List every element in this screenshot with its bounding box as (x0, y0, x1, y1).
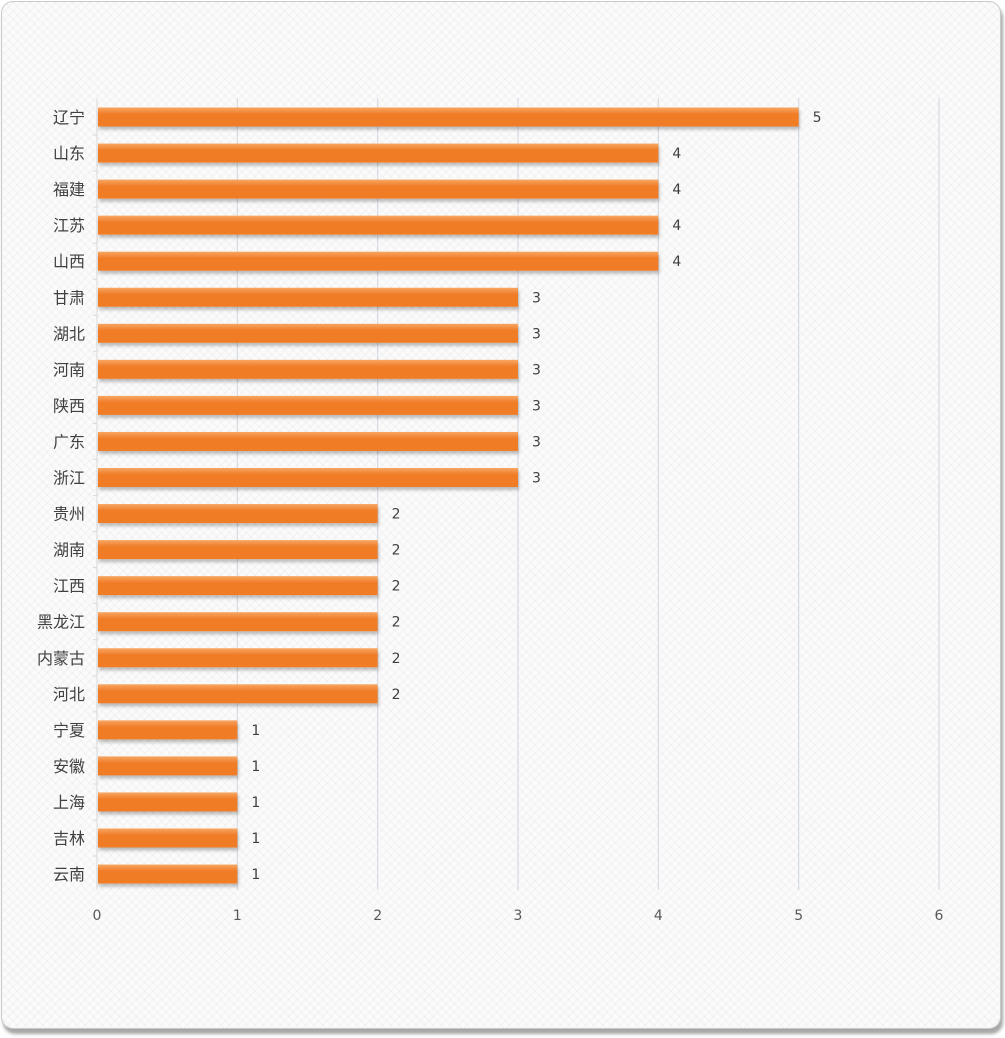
bars (98, 107, 799, 884)
data-label: 4 (672, 254, 681, 270)
data-labels: 5 4 4 4 4 3 3 3 3 3 3 2 2 2 2 2 2 1 1 1 1 1 (251, 110, 821, 883)
data-label: 3 (532, 398, 541, 414)
category-label: 辽宁 (53, 108, 85, 127)
category-label: 云南 (53, 865, 85, 884)
bar (98, 431, 518, 451)
category-label: 广东 (53, 432, 85, 451)
category-label: 江西 (53, 577, 85, 596)
category-label: 贵州 (53, 505, 85, 524)
bar (98, 720, 238, 740)
category-label: 宁夏 (53, 721, 85, 740)
category-label: 浙江 (53, 469, 85, 488)
data-label: 2 (392, 543, 401, 559)
category-label: 上海 (53, 793, 85, 812)
category-label: 甘肃 (53, 288, 85, 307)
data-label: 1 (251, 867, 260, 883)
x-tick-label: 6 (935, 908, 944, 924)
x-tick-label: 2 (373, 908, 382, 924)
data-label: 1 (251, 723, 260, 739)
category-label: 河北 (53, 685, 85, 704)
category-label: 安徽 (53, 757, 85, 776)
x-tick-label: 5 (794, 908, 803, 924)
bar (98, 468, 518, 487)
data-label: 2 (392, 651, 401, 667)
axes (93, 98, 98, 890)
category-label: 吉林 (53, 829, 85, 848)
x-tick-label: 4 (654, 908, 663, 924)
bar (98, 576, 378, 596)
bar (98, 215, 659, 235)
data-label: 3 (532, 362, 541, 378)
x-tick-labels: 0 1 2 3 4 5 6 (93, 908, 944, 924)
bar (98, 143, 659, 163)
data-label: 2 (392, 579, 401, 595)
bar (98, 648, 378, 668)
bar (98, 395, 518, 415)
data-label: 3 (532, 290, 541, 306)
category-label: 福建 (53, 180, 85, 199)
data-label: 2 (392, 507, 401, 523)
bar (98, 864, 238, 884)
data-label: 4 (672, 182, 681, 198)
data-label: 1 (251, 795, 260, 811)
data-label: 2 (392, 615, 401, 631)
data-label: 4 (672, 218, 681, 234)
bar (98, 179, 659, 199)
bar (98, 792, 238, 812)
data-label: 1 (251, 831, 260, 847)
x-tick-label: 3 (514, 908, 523, 924)
category-label: 陕西 (53, 396, 85, 415)
data-label: 4 (672, 146, 681, 162)
data-label: 3 (532, 434, 541, 450)
bar (98, 504, 378, 524)
category-label: 内蒙古 (37, 649, 85, 668)
x-tick-label: 1 (233, 908, 242, 924)
category-label: 山西 (53, 252, 85, 271)
bar (98, 828, 238, 848)
category-label: 湖南 (53, 541, 85, 560)
bar (98, 359, 518, 379)
category-label: 江苏 (53, 216, 85, 235)
bar (98, 323, 518, 343)
bar (98, 612, 378, 632)
category-label: 黑龙江 (37, 613, 85, 632)
bar (98, 540, 378, 560)
data-label: 1 (251, 759, 260, 775)
category-label: 河南 (53, 360, 85, 379)
category-label: 山东 (53, 144, 85, 163)
data-label: 2 (392, 687, 401, 703)
bar (98, 107, 799, 127)
data-label: 5 (813, 110, 822, 126)
bar (98, 287, 518, 307)
x-tick-label: 0 (93, 908, 102, 924)
data-label: 3 (532, 326, 541, 342)
bar (98, 251, 659, 271)
data-label: 3 (532, 471, 541, 487)
category-labels: 辽宁山东福建江苏山西甘肃湖北河南陕西广东浙江贵州湖南江西黑龙江内蒙古河北宁夏安徽… (37, 108, 85, 884)
bar (98, 756, 238, 776)
bar (98, 684, 378, 704)
category-label: 湖北 (53, 324, 85, 343)
